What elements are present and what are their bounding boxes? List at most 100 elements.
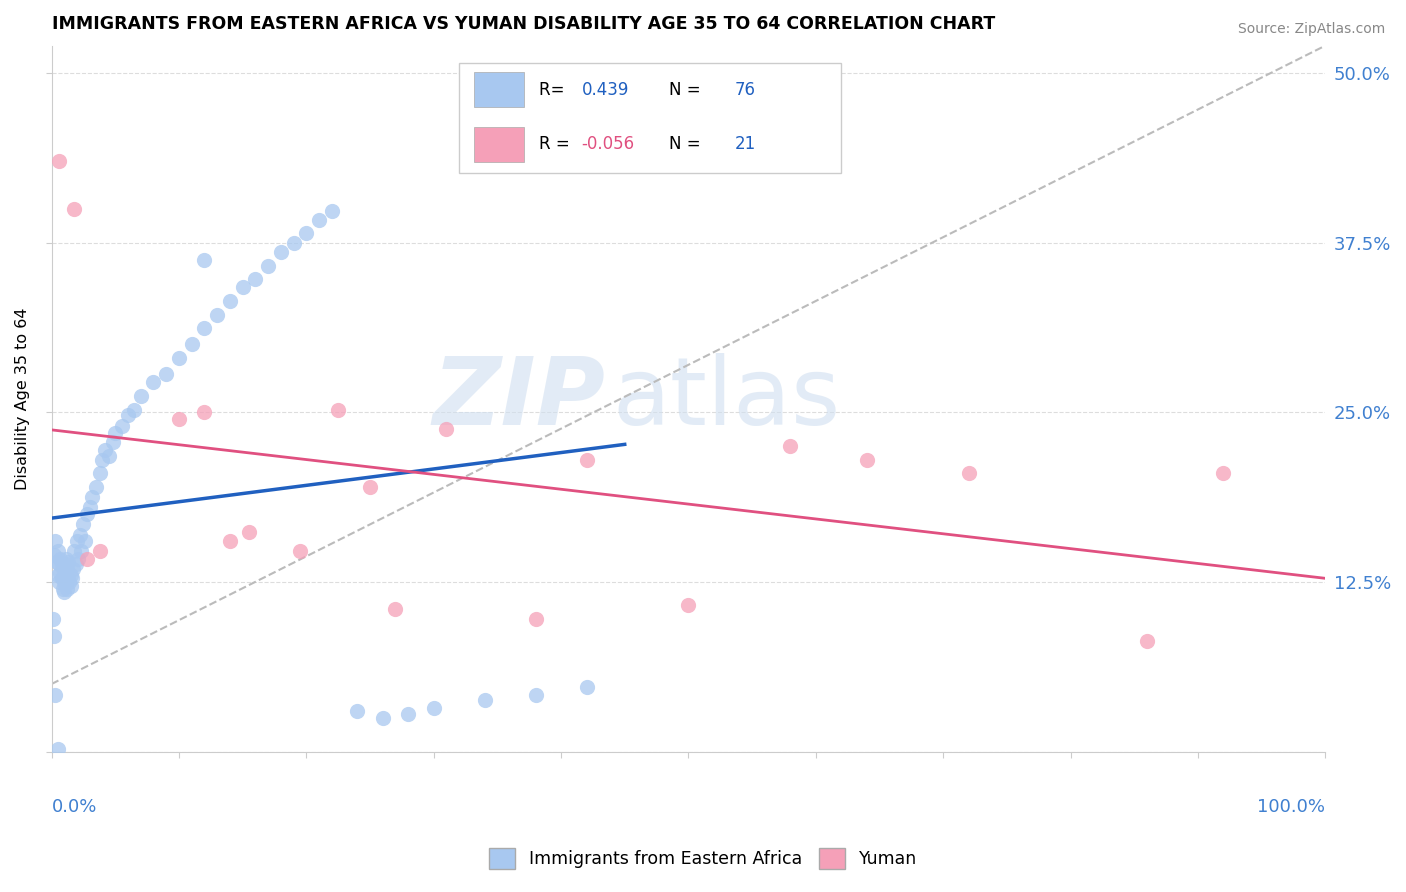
Point [59,579,82,593]
Point [957,467,980,481]
Point [76,552,98,566]
Point [257,259,280,273]
Point [55,558,77,572]
Point [193,321,215,335]
Point [48,575,70,590]
Point [218,534,240,549]
Point [59,568,82,582]
Point [52,571,75,585]
Point [575,453,598,467]
Point [1212,467,1234,481]
Point [89,467,111,481]
Point [422,701,444,715]
Point [84,480,107,494]
Point [46,568,69,582]
Point [283,235,305,250]
Point [72,516,94,531]
Text: 0.0%: 0.0% [52,797,97,816]
Point [73,534,96,549]
Point [91,453,114,467]
Point [180,337,202,351]
Point [63,544,86,558]
Point [63,202,86,216]
Point [48,558,70,572]
Point [270,245,292,260]
Y-axis label: Disability Age 35 to 64: Disability Age 35 to 64 [15,308,30,490]
Point [44,534,66,549]
Point [575,680,598,694]
Point [69,544,91,558]
Point [94,443,117,458]
Point [326,402,349,417]
Point [104,425,127,440]
Point [117,408,139,422]
Text: Source: ZipAtlas.com: Source: ZipAtlas.com [1237,22,1385,37]
Point [45,555,67,569]
Point [76,507,98,521]
Point [42,612,65,626]
Point [245,272,267,286]
Point [288,544,311,558]
Text: ZIP: ZIP [433,353,606,445]
Point [142,376,165,390]
Point [396,706,419,721]
Point [56,571,79,585]
Point [359,480,381,494]
Point [56,555,79,569]
Point [46,544,69,558]
Point [66,534,89,549]
Point [62,561,84,575]
Point [82,490,104,504]
Point [167,351,190,365]
Point [371,711,394,725]
Point [474,693,496,707]
Point [44,688,66,702]
Point [53,584,76,599]
Point [218,293,240,308]
Point [53,564,76,578]
Point [167,412,190,426]
Point [58,575,80,590]
Point [524,688,547,702]
Point [89,544,111,558]
Point [110,419,132,434]
Point [56,582,79,596]
Point [48,154,70,169]
Point [69,527,91,541]
Point [193,253,215,268]
Point [855,453,877,467]
Text: 100.0%: 100.0% [1257,797,1326,816]
Legend: Immigrants from Eastern Africa, Yuman: Immigrants from Eastern Africa, Yuman [482,841,924,876]
Point [79,500,101,515]
Point [295,226,318,240]
Point [308,212,330,227]
Point [51,558,73,572]
Point [49,566,72,580]
Point [49,552,72,566]
Point [238,524,260,539]
Point [205,308,228,322]
Point [67,552,90,566]
Text: IMMIGRANTS FROM EASTERN AFRICA VS YUMAN DISABILITY AGE 35 TO 64 CORRELATION CHAR: IMMIGRANTS FROM EASTERN AFRICA VS YUMAN … [52,15,995,33]
Point [52,582,75,596]
Point [60,571,83,585]
Point [42,548,65,562]
Point [779,439,801,453]
Text: atlas: atlas [612,353,841,445]
Point [524,612,547,626]
Point [321,204,343,219]
Point [232,280,254,294]
Point [46,742,69,756]
Point [56,561,79,575]
Point [42,630,65,644]
Point [124,402,146,417]
Point [384,602,406,616]
Point [1136,633,1159,648]
Point [346,704,368,718]
Point [51,571,73,585]
Point [434,422,457,436]
Point [678,599,700,613]
Point [53,575,76,590]
Point [65,558,87,572]
Point [193,405,215,419]
